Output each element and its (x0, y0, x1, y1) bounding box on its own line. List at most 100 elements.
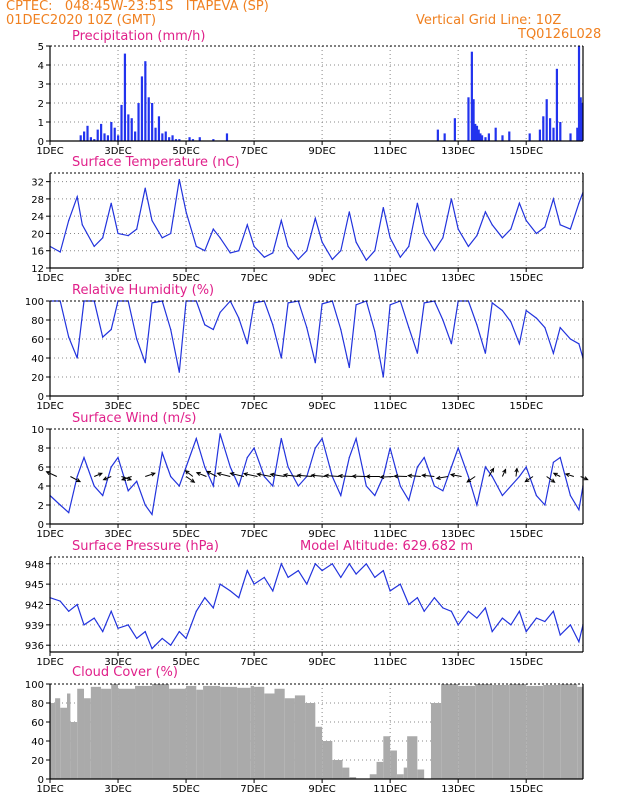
rh-point (272, 324, 274, 326)
precip-bar (559, 122, 562, 141)
wind-vector-arrow (466, 476, 476, 483)
wind-point (442, 490, 444, 492)
pres-point (229, 590, 231, 592)
pres-point (110, 610, 112, 612)
precip-bar (123, 53, 127, 141)
cloud-area-segment (441, 684, 459, 779)
cloud-area-segment (349, 777, 357, 779)
wind-arrow-head (466, 478, 472, 483)
pres-point (280, 563, 282, 565)
pres-point (501, 617, 503, 619)
wind-point (76, 475, 78, 478)
cloud-area-segment (560, 684, 578, 779)
wind-vector-arrow (70, 476, 81, 483)
pres-point (382, 569, 384, 572)
precip-bar (157, 116, 161, 141)
pres-ytick-label: 945 (25, 580, 44, 591)
precip-bar (174, 139, 178, 141)
cloud-area-segment (492, 684, 510, 779)
pres-point (457, 624, 459, 626)
temp-point (340, 250, 342, 252)
temp-point (297, 258, 299, 260)
temp-point (484, 211, 486, 213)
precip-bar (151, 103, 154, 141)
rh-point (476, 324, 478, 326)
precip-xtick-label: 3DEC (104, 146, 131, 157)
precip-bar (542, 116, 545, 141)
wind-vector-arrow (103, 476, 112, 481)
wind-point (170, 475, 172, 478)
rh-xtick-label: 1DEC (36, 401, 63, 412)
temp-point (151, 219, 153, 222)
rh-point (491, 302, 493, 304)
rh-point (144, 362, 146, 364)
wind-vector-arrow (230, 472, 244, 477)
rh-point (355, 304, 357, 306)
precip-bar (164, 131, 167, 141)
model-code: TQ0126L028 (518, 27, 602, 42)
rh-point (170, 328, 172, 331)
pres-point (408, 603, 410, 606)
wind-vector-arrow (553, 472, 561, 477)
wind-xtick-label: 3DEC (104, 529, 131, 540)
wind-xtick-label: 5DEC (172, 529, 199, 540)
wind-point (117, 456, 119, 459)
precip-bar (474, 123, 477, 141)
rh-point (552, 352, 555, 354)
cloud-area-segment (169, 688, 187, 779)
precip-ytick-label: 1 (38, 118, 44, 129)
temp-point (476, 235, 478, 237)
cloud-area-segment (152, 684, 170, 779)
temp-point (102, 237, 104, 239)
temp-point (229, 252, 231, 254)
pres-xtick-label: 9DEC (308, 657, 335, 668)
temp-point (253, 245, 255, 248)
rh-title: Relative Humidity (%) (72, 283, 215, 298)
cloud-xtick-label: 15DEC (509, 784, 543, 795)
wind-vector-arrow (46, 471, 58, 477)
precip-bar (130, 118, 133, 141)
temp-point (195, 245, 197, 248)
cloud-ytick-label: 60 (31, 718, 44, 729)
pres-point (238, 597, 240, 599)
temp-xtick-label: 3DEC (104, 273, 131, 284)
wind-arrow-head (502, 468, 507, 474)
precip-bar (113, 127, 116, 141)
pres-point (185, 637, 187, 640)
cloud-area-segment (417, 769, 425, 779)
temp-point (76, 196, 78, 198)
rh-point (306, 327, 308, 329)
wind-xtick-label: 11DEC (373, 529, 407, 540)
precip-bar (494, 127, 497, 141)
wind-point (399, 485, 401, 487)
wind-point (287, 466, 289, 468)
rh-point (280, 357, 282, 359)
rh-point (76, 357, 78, 359)
precip-bar (127, 114, 130, 141)
wind-point (272, 485, 274, 487)
pres-point (127, 624, 129, 626)
pres-point (476, 617, 478, 619)
cloud-area-segment (90, 686, 102, 779)
temp-point (355, 241, 357, 243)
rh-ytick-label: 60 (31, 335, 44, 346)
pres-xtick-label: 5DEC (172, 657, 199, 668)
precip-bar (443, 133, 446, 141)
rh-point (525, 309, 527, 312)
cloud-area-segment (118, 688, 136, 779)
wind-point (348, 456, 350, 459)
pres-xtick-label: 15DEC (509, 657, 543, 668)
wind-vector-arrow (145, 472, 155, 477)
pres-point (450, 610, 452, 612)
wind-vector-arrow (515, 468, 518, 477)
wind-vector-arrow (488, 468, 495, 477)
precip-bar (171, 135, 174, 141)
pres-point (355, 573, 357, 575)
rh-ytick-label: 0 (38, 392, 44, 403)
pres-point (525, 631, 527, 633)
cloud-xtick-label: 9DEC (308, 784, 335, 795)
wind-point (569, 494, 572, 497)
precip-ytick-label: 2 (38, 99, 44, 110)
cloud-area-segment (50, 703, 56, 779)
rh-point (544, 327, 546, 329)
